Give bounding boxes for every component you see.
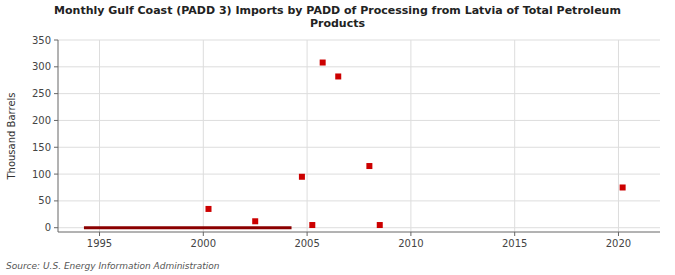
line <box>84 226 292 229</box>
y-tick-label: 200 <box>32 115 51 126</box>
point <box>252 218 258 224</box>
y-grid-line <box>58 93 660 94</box>
y-tick <box>54 174 58 175</box>
x-axis-line <box>58 232 660 233</box>
point <box>299 174 305 180</box>
x-grid-line <box>514 40 515 232</box>
x-tick <box>410 232 411 236</box>
y-grid-line <box>58 40 660 41</box>
x-tick-label: 2000 <box>191 238 216 249</box>
source: Source: U.S. Energy Information Administ… <box>6 261 220 271</box>
x-tick <box>307 232 308 236</box>
x-tick-label: 2020 <box>606 238 631 249</box>
title-line: Monthly Gulf Coast (PADD 3) Imports by P… <box>54 4 621 17</box>
x-tick <box>618 232 619 236</box>
y-tick-label: 50 <box>38 195 51 206</box>
point <box>320 60 326 66</box>
grid <box>58 40 660 232</box>
y-grid-line <box>58 200 660 201</box>
y-grid-line <box>58 227 660 228</box>
y-tick-label: 300 <box>32 61 51 72</box>
x-grid-line <box>307 40 308 232</box>
plot-area <box>84 60 626 229</box>
y-grid-line <box>58 66 660 67</box>
y-tick <box>54 200 58 201</box>
y-tick <box>54 93 58 94</box>
y-grid-line <box>58 120 660 121</box>
y-tick-label: 100 <box>32 169 51 180</box>
point <box>206 206 212 212</box>
x-grid-line <box>203 40 204 232</box>
y-tick <box>54 147 58 148</box>
y-tick-label: 0 <box>45 222 51 233</box>
y-tick-label: 150 <box>32 142 51 153</box>
title: Monthly Gulf Coast (PADD 3) Imports by P… <box>54 4 621 30</box>
y-tick <box>54 40 58 41</box>
y-tick <box>54 66 58 67</box>
x-tick <box>514 232 515 236</box>
y-grid-line <box>58 147 660 148</box>
x-tick-label: 1995 <box>87 238 112 249</box>
point <box>309 222 315 228</box>
y-axis-line <box>58 40 59 232</box>
title-line: Products <box>310 17 366 30</box>
point <box>620 184 626 190</box>
x-tick <box>99 232 100 236</box>
y-tick <box>54 120 58 121</box>
y-tick-label: 250 <box>32 88 51 99</box>
x-tick <box>203 232 204 236</box>
y-grid-line <box>58 174 660 175</box>
x-grid-line <box>99 40 100 232</box>
x-tick-label: 2010 <box>398 238 423 249</box>
x-grid-line <box>410 40 411 232</box>
point <box>377 222 383 228</box>
chart: Monthly Gulf Coast (PADD 3) Imports by P… <box>0 0 675 275</box>
y-axis-label: Thousand Barrels <box>6 92 17 180</box>
y-tick-label: 350 <box>32 35 51 46</box>
x-grid-line <box>618 40 619 232</box>
x-tick-label: 2005 <box>294 238 319 249</box>
x-tick-label: 2015 <box>502 238 527 249</box>
y-tick <box>54 227 58 228</box>
axes: 1995 2000 2005 2010 2015 2020 0 50 100 150 200 250 3… <box>32 35 660 250</box>
point <box>366 163 372 169</box>
point <box>335 73 341 79</box>
